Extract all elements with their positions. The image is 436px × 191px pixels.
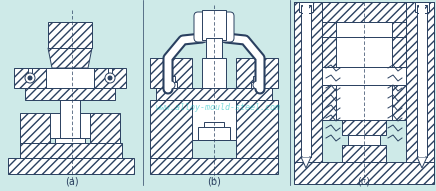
Bar xyxy=(55,138,85,143)
Bar xyxy=(301,5,311,13)
Bar xyxy=(94,68,126,88)
Bar xyxy=(303,5,309,157)
Text: (b): (b) xyxy=(207,177,221,187)
Bar xyxy=(336,37,392,67)
FancyBboxPatch shape xyxy=(194,12,234,42)
Bar xyxy=(150,100,192,158)
Circle shape xyxy=(253,81,261,89)
Text: (a): (a) xyxy=(65,177,79,187)
Bar xyxy=(48,22,92,48)
Text: www.alloy-mould-steel.com: www.alloy-mould-steel.com xyxy=(156,104,280,112)
Bar xyxy=(417,5,427,157)
Bar xyxy=(342,120,386,135)
Bar xyxy=(251,82,263,88)
Circle shape xyxy=(108,76,112,80)
Bar xyxy=(60,75,80,138)
Bar xyxy=(206,38,222,58)
Bar xyxy=(25,88,115,100)
Bar xyxy=(294,2,434,37)
Bar xyxy=(322,67,406,85)
Bar xyxy=(236,58,278,88)
Bar xyxy=(46,68,94,88)
Polygon shape xyxy=(417,157,427,168)
Bar xyxy=(28,68,32,78)
Bar xyxy=(419,5,425,157)
Bar xyxy=(204,122,224,127)
Bar xyxy=(156,88,272,100)
Bar xyxy=(294,162,434,184)
Circle shape xyxy=(25,73,35,83)
Bar xyxy=(167,76,175,82)
Circle shape xyxy=(167,81,175,89)
Circle shape xyxy=(105,73,115,83)
Bar xyxy=(90,113,120,143)
Bar xyxy=(406,2,434,182)
Bar xyxy=(336,22,392,37)
Bar xyxy=(192,100,236,140)
Bar xyxy=(342,145,386,162)
Bar xyxy=(150,158,278,174)
Bar xyxy=(322,2,406,22)
Bar xyxy=(417,5,427,13)
Bar xyxy=(202,58,226,88)
Polygon shape xyxy=(48,48,92,68)
Bar xyxy=(108,68,112,78)
Polygon shape xyxy=(301,157,311,168)
Bar xyxy=(50,113,90,138)
Bar xyxy=(236,100,278,158)
Circle shape xyxy=(28,76,32,80)
Bar xyxy=(322,85,406,120)
Bar xyxy=(198,127,230,140)
Bar xyxy=(415,2,429,12)
Bar xyxy=(150,58,192,88)
Bar xyxy=(14,68,46,88)
Bar xyxy=(294,2,322,182)
Bar xyxy=(301,5,311,157)
Bar xyxy=(202,10,226,40)
Bar xyxy=(348,135,380,145)
Bar xyxy=(336,85,392,120)
Bar xyxy=(20,113,50,143)
Bar xyxy=(253,76,261,82)
Bar xyxy=(165,82,177,88)
Bar xyxy=(8,158,134,174)
Bar xyxy=(322,37,406,67)
Bar xyxy=(20,143,122,158)
Text: (c): (c) xyxy=(358,177,371,187)
Bar xyxy=(299,2,313,12)
